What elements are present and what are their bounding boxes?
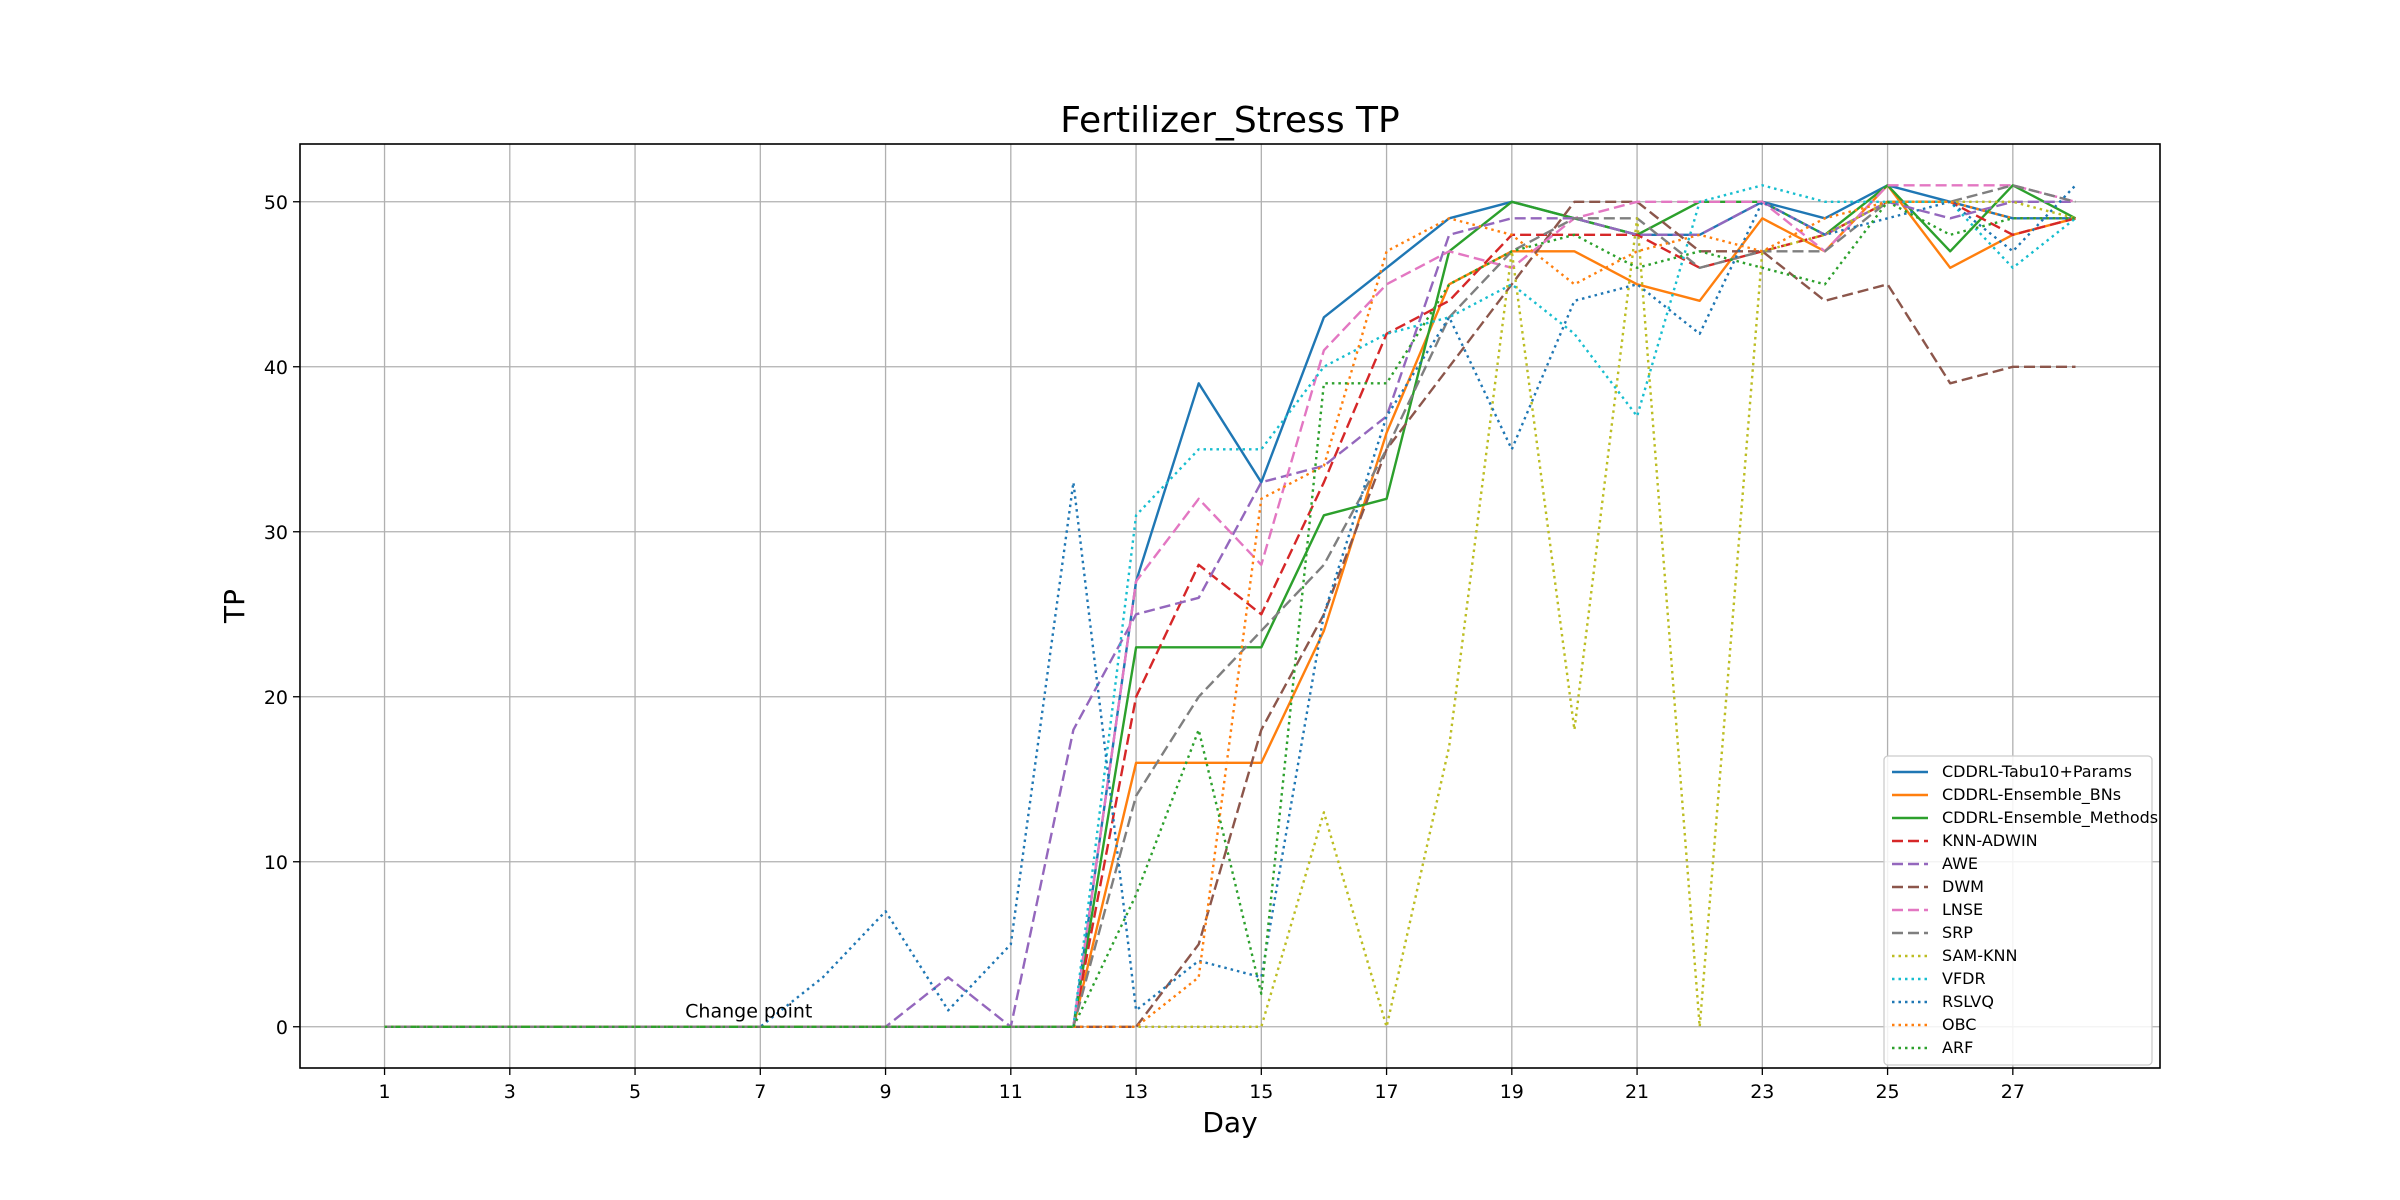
legend-label-cddrl-ensemble-methods: CDDRL-Ensemble_Methods <box>1942 808 2158 828</box>
legend-label-cddrl-ensemble-bns: CDDRL-Ensemble_BNs <box>1942 785 2121 805</box>
legend-label-obc: OBC <box>1942 1015 1976 1034</box>
x-tick-label: 23 <box>1750 1081 1774 1103</box>
legend-label-awe: AWE <box>1942 854 1978 873</box>
x-tick-label: 19 <box>1500 1081 1524 1103</box>
chart-title: Fertilizer_Stress TP <box>1060 100 1399 141</box>
legend-label-dwm: DWM <box>1942 877 1984 896</box>
x-tick-label: 25 <box>1875 1081 1899 1103</box>
x-tick-label: 27 <box>2001 1081 2025 1103</box>
legend-label-lnse: LNSE <box>1942 900 1983 919</box>
x-tick-label: 21 <box>1625 1081 1649 1103</box>
x-tick-label: 17 <box>1374 1081 1398 1103</box>
legend-label-rslvq: RSLVQ <box>1942 992 1994 1011</box>
x-tick-label: 5 <box>629 1081 641 1103</box>
x-tick-label: 3 <box>504 1081 516 1103</box>
x-tick-label: 9 <box>880 1081 892 1103</box>
series-line-arf <box>384 200 2076 1029</box>
x-tick-label: 15 <box>1249 1081 1273 1103</box>
annotations: Change point <box>685 1000 812 1022</box>
x-tick-label: 1 <box>378 1081 390 1103</box>
legend: CDDRL-Tabu10+Params CDDRL-Ensemble_BNs CDD… <box>1883 755 2158 1066</box>
series-layer <box>384 184 2077 1029</box>
x-tick-label: 13 <box>1124 1081 1148 1103</box>
x-tick-label: 11 <box>999 1081 1023 1103</box>
x-tick-label: 7 <box>754 1081 766 1103</box>
legend-label-arf: ARF <box>1942 1038 1973 1057</box>
legend-box <box>1883 755 2153 1066</box>
plot-frame <box>299 143 2161 1069</box>
y-tick-label: 30 <box>264 522 288 544</box>
y-tick-label: 20 <box>264 687 288 709</box>
y-tick-label: 10 <box>264 852 288 874</box>
legend-label-cddrl-tabu10-params: CDDRL-Tabu10+Params <box>1942 762 2132 781</box>
y-tick-label: 40 <box>264 357 288 379</box>
legend-label-knn-adwin: KNN-ADWIN <box>1942 831 2038 850</box>
legend-label-sam-knn: SAM-KNN <box>1942 946 2017 965</box>
y-axis-label: TP <box>218 589 251 624</box>
legend-label-vfdr: VFDR <box>1942 969 1986 988</box>
legend-label-srp: SRP <box>1942 923 1973 942</box>
y-tick-label: 0 <box>276 1017 288 1039</box>
y-tick-label: 50 <box>264 192 288 214</box>
x-axis-label: Day <box>1202 1106 1257 1139</box>
change-point-annotation: Change point <box>685 1000 812 1022</box>
